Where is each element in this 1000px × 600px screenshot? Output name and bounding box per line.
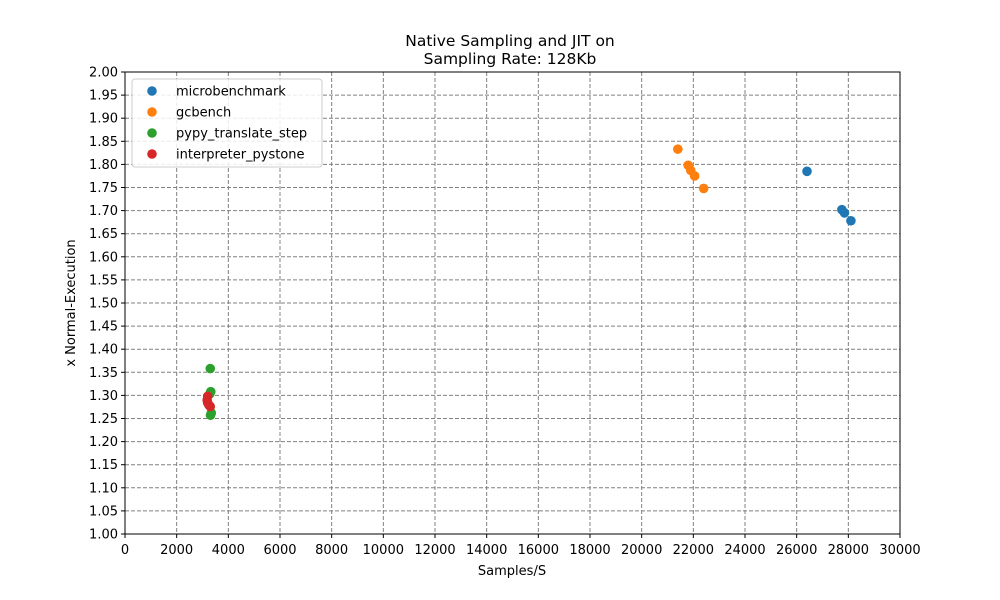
series-interpreter_pystone (202, 391, 216, 412)
x-axis-ticks: 0 2000 4000 6000 8000 10000 12000 14000 16000 180… (121, 534, 921, 558)
data-point (839, 208, 850, 218)
x-tick-label: 18000 (569, 543, 610, 558)
y-tick-label: 1.80 (89, 158, 118, 173)
legend-marker (147, 149, 157, 159)
chart-title-line2: Sampling Rate: 128Kb (424, 50, 597, 68)
legend-label: microbenchmark (176, 85, 286, 100)
series-gcbench (673, 144, 709, 194)
x-tick-label: 14000 (466, 543, 507, 558)
y-tick-label: 1.25 (89, 412, 118, 427)
y-tick-label: 1.75 (89, 181, 118, 196)
y-axis-label: x Normal-Execution (64, 239, 79, 366)
data-point (673, 144, 683, 154)
x-tick-label: 8000 (315, 543, 348, 558)
y-tick-label: 1.95 (89, 89, 118, 104)
y-axis-ticks: 1.00 1.05 1.10 1.15 1.20 1.25 1.30 1.35 1.40 1.45… (89, 66, 125, 543)
data-point (205, 401, 216, 412)
x-tick-label: 12000 (414, 543, 455, 558)
y-tick-label: 1.00 (89, 528, 118, 543)
legend-label: gcbench (176, 106, 231, 121)
x-tick-label: 30000 (879, 543, 920, 558)
x-tick-label: 2000 (160, 543, 193, 558)
y-tick-label: 1.45 (89, 320, 118, 335)
y-tick-label: 1.90 (89, 112, 118, 127)
legend-label: interpreter_pystone (176, 148, 305, 163)
y-tick-label: 1.85 (89, 135, 118, 150)
x-tick-label: 6000 (263, 543, 296, 558)
legend-marker (147, 128, 157, 138)
data-point (698, 183, 709, 194)
y-tick-label: 1.50 (89, 297, 118, 312)
y-tick-label: 1.15 (89, 458, 118, 473)
y-tick-label: 1.60 (89, 250, 118, 265)
y-tick-label: 1.05 (89, 504, 118, 519)
data-point (205, 410, 216, 421)
y-tick-label: 1.30 (89, 389, 118, 404)
legend-marker (147, 86, 157, 96)
x-tick-label: 20000 (621, 543, 662, 558)
data-point (846, 215, 856, 226)
series-microbenchmark (802, 166, 856, 226)
y-tick-label: 1.10 (89, 481, 118, 496)
x-tick-label: 22000 (673, 543, 714, 558)
plot-frame (124, 71, 901, 535)
legend-box (131, 78, 323, 168)
legend-label: pypy_translate_step (176, 127, 307, 142)
x-tick-label: 16000 (518, 543, 559, 558)
x-tick-label: 24000 (724, 543, 765, 558)
legend-marker (147, 107, 157, 117)
y-tick-label: 1.40 (89, 343, 118, 358)
x-tick-label: 0 (121, 543, 129, 558)
data-points (202, 144, 856, 421)
y-tick-label: 2.00 (89, 66, 118, 81)
data-point (802, 166, 812, 177)
x-axis-label: Samples/S (478, 564, 546, 579)
chart-title-line1: Native Sampling and JIT on (405, 32, 615, 50)
y-tick-label: 1.55 (89, 273, 118, 288)
y-tick-label: 1.70 (89, 204, 118, 219)
x-tick-label: 26000 (776, 543, 817, 558)
x-tick-label: 28000 (828, 543, 869, 558)
data-point (689, 171, 700, 181)
legend: microbenchmark gcbench pypy_translate_step… (131, 78, 323, 168)
y-tick-label: 1.35 (89, 366, 118, 381)
data-point (205, 363, 216, 374)
x-tick-label: 4000 (212, 543, 245, 558)
y-tick-label: 1.65 (89, 227, 118, 242)
y-tick-label: 1.20 (89, 435, 118, 450)
x-tick-label: 10000 (363, 543, 404, 558)
